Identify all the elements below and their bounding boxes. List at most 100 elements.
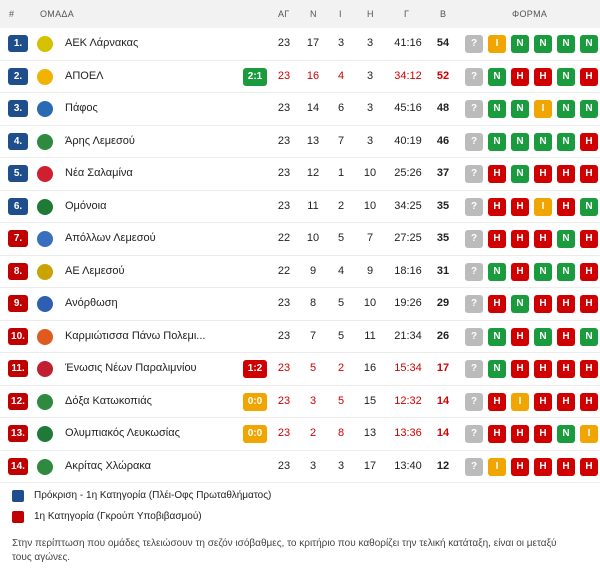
live-score-badge[interactable]: 0:0	[243, 392, 267, 411]
team-name[interactable]: Νέα Σαλαμίνα	[65, 167, 133, 179]
form-result-badge[interactable]: Ν	[511, 132, 529, 151]
next-match-badge[interactable]: ?	[465, 197, 483, 216]
team-name[interactable]: Ένωσις Νέων Παραλιμνίου	[65, 362, 197, 374]
form-result-badge[interactable]: Ν	[534, 327, 552, 346]
next-match-badge[interactable]: ?	[465, 100, 483, 118]
form-result-badge[interactable]: Ν	[580, 327, 598, 346]
form-result-badge[interactable]: Η	[534, 457, 552, 476]
form-result-badge[interactable]: Η	[580, 230, 598, 248]
next-match-badge[interactable]: ?	[465, 230, 483, 248]
table-row[interactable]: 11. Ένωσις Νέων Παραλιμνίου 1:2 23 5 2 16 15:34…	[0, 353, 600, 386]
next-match-badge[interactable]: ?	[465, 295, 483, 313]
form-result-badge[interactable]: Ν	[534, 35, 552, 53]
team-name[interactable]: ΑΕΚ Λάρνακας	[65, 37, 139, 49]
form-result-badge[interactable]: Η	[534, 67, 552, 86]
team-name[interactable]: Ολυμπιακός Λευκωσίας	[65, 427, 180, 439]
team-name[interactable]: Άρης Λεμεσού	[65, 134, 135, 147]
form-result-badge[interactable]: Ν	[557, 132, 575, 151]
form-result-badge[interactable]: Ι	[488, 457, 506, 476]
next-match-badge[interactable]: ?	[465, 392, 483, 411]
form-result-badge[interactable]: Η	[511, 67, 529, 86]
form-result-badge[interactable]: Η	[534, 295, 552, 313]
form-result-badge[interactable]: Η	[511, 197, 529, 216]
table-row[interactable]: 8. ΑΕ Λεμεσού 22 9 4 9 18:16 31? Ν Η Ν Ν Η	[0, 256, 600, 288]
form-result-badge[interactable]: Η	[557, 327, 575, 346]
form-result-badge[interactable]: Η	[557, 165, 575, 183]
form-result-badge[interactable]: Ν	[488, 360, 506, 378]
form-result-badge[interactable]: Η	[534, 425, 552, 443]
table-row[interactable]: 1. ΑΕΚ Λάρνακας 23 17 3 3 41:16 54? Ι Ν Ν Ν Ν	[0, 28, 600, 61]
form-result-badge[interactable]: Ι	[488, 35, 506, 53]
form-result-badge[interactable]: Ν	[534, 132, 552, 151]
form-result-badge[interactable]: Η	[580, 165, 598, 183]
next-match-badge[interactable]: ?	[465, 425, 483, 443]
form-result-badge[interactable]: Η	[511, 457, 529, 476]
next-match-badge[interactable]: ?	[465, 132, 483, 151]
next-match-badge[interactable]: ?	[465, 67, 483, 86]
form-result-badge[interactable]: Ν	[557, 230, 575, 248]
form-result-badge[interactable]: Η	[511, 262, 529, 281]
team-name[interactable]: ΑΕ Λεμεσού	[65, 264, 125, 277]
next-match-badge[interactable]: ?	[465, 360, 483, 378]
next-match-badge[interactable]: ?	[465, 457, 483, 476]
form-result-badge[interactable]: Ν	[511, 165, 529, 183]
table-row[interactable]: 9. Ανόρθωση 23 8 5 10 19:26 29? Η Ν Η Η Η	[0, 288, 600, 321]
table-row[interactable]: 2. ΑΠΟΕΛ 2:1 23 16 4 3 34:12 52? Ν Η Η Ν Η	[0, 61, 600, 93]
form-result-badge[interactable]: Ν	[557, 262, 575, 281]
form-result-badge[interactable]: Ι	[580, 425, 598, 443]
table-row[interactable]: 3. Πάφος 23 14 6 3 45:16 48? Ν Ν Ι Ν Ν	[0, 93, 600, 126]
form-result-badge[interactable]: Η	[580, 392, 598, 411]
form-result-badge[interactable]: Ν	[557, 35, 575, 53]
form-result-badge[interactable]: Ν	[511, 100, 529, 118]
team-name[interactable]: Καρμιώτισσα Πάνω Πολεμι...	[65, 329, 206, 342]
form-result-badge[interactable]: Η	[534, 360, 552, 378]
form-result-badge[interactable]: Η	[580, 67, 598, 86]
table-row[interactable]: 14. Ακρίτας Χλώρακα 23 3 3 17 13:40 12? Ι Η Η Η Η	[0, 451, 600, 483]
form-result-badge[interactable]: Ι	[534, 100, 552, 118]
table-row[interactable]: 12. Δόξα Κατωκοπιάς 0:0 23 3 5 15 12:32 14? Η Ι Η Η Η	[0, 386, 600, 418]
table-row[interactable]: 13. Ολυμπιακός Λευκωσίας 0:0 23 2 8 13 13:36 14?…	[0, 418, 600, 451]
table-row[interactable]: 10. Καρμιώτισσα Πάνω Πολεμι... 23 7 5 11 21:34…	[0, 321, 600, 353]
form-result-badge[interactable]: Η	[557, 360, 575, 378]
form-result-badge[interactable]: Ν	[557, 67, 575, 86]
form-result-badge[interactable]: Η	[511, 425, 529, 443]
table-row[interactable]: 4. Άρης Λεμεσού 23 13 7 3 40:19 46? Ν Ν Ν Ν Η	[0, 126, 600, 158]
form-result-badge[interactable]: Η	[557, 457, 575, 476]
form-result-badge[interactable]: Η	[557, 392, 575, 411]
form-result-badge[interactable]: Η	[557, 295, 575, 313]
table-row[interactable]: 5. Νέα Σαλαμίνα 23 12 1 10 25:26 37? Η Ν Η Η Η	[0, 158, 600, 191]
form-result-badge[interactable]: Ν	[580, 197, 598, 216]
form-result-badge[interactable]: Ν	[488, 327, 506, 346]
next-match-badge[interactable]: ?	[465, 35, 483, 53]
form-result-badge[interactable]: Η	[580, 132, 598, 151]
live-score-badge[interactable]: 0:0	[243, 425, 267, 443]
next-match-badge[interactable]: ?	[465, 262, 483, 281]
form-result-badge[interactable]: Η	[488, 295, 506, 313]
form-result-badge[interactable]: Η	[580, 360, 598, 378]
form-result-badge[interactable]: Η	[488, 197, 506, 216]
form-result-badge[interactable]: Ν	[511, 35, 529, 53]
team-name[interactable]: Ανόρθωση	[65, 297, 118, 309]
form-result-badge[interactable]: Ν	[488, 67, 506, 86]
team-name[interactable]: Δόξα Κατωκοπιάς	[65, 394, 152, 407]
form-result-badge[interactable]: Η	[488, 165, 506, 183]
team-name[interactable]: Πάφος	[65, 102, 98, 114]
live-score-badge[interactable]: 2:1	[243, 67, 267, 86]
table-row[interactable]: 6. Ομόνοια 23 11 2 10 34:25 35? Η Η Ι Η Ν	[0, 191, 600, 223]
form-result-badge[interactable]: Ν	[534, 262, 552, 281]
team-name[interactable]: Ακρίτας Χλώρακα	[65, 459, 152, 472]
form-result-badge[interactable]: Η	[511, 327, 529, 346]
form-result-badge[interactable]: Η	[557, 197, 575, 216]
next-match-badge[interactable]: ?	[465, 165, 483, 183]
live-score-badge[interactable]: 1:2	[243, 360, 267, 378]
form-result-badge[interactable]: Ν	[557, 100, 575, 118]
form-result-badge[interactable]: Ν	[511, 295, 529, 313]
form-result-badge[interactable]: Ν	[488, 100, 506, 118]
next-match-badge[interactable]: ?	[465, 327, 483, 346]
form-result-badge[interactable]: Η	[580, 295, 598, 313]
form-result-badge[interactable]: Η	[488, 230, 506, 248]
form-result-badge[interactable]: Η	[534, 392, 552, 411]
team-name[interactable]: Απόλλων Λεμεσού	[65, 232, 156, 244]
form-result-badge[interactable]: Η	[488, 392, 506, 411]
form-result-badge[interactable]: Η	[534, 230, 552, 248]
